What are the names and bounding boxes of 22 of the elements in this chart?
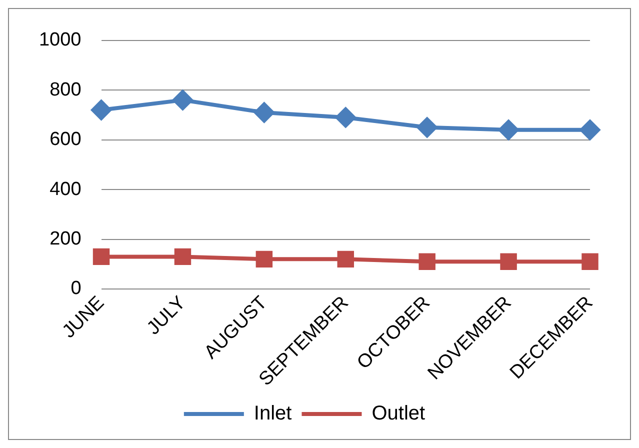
y-tick-label: 800	[50, 79, 82, 100]
point	[498, 120, 519, 140]
point	[254, 102, 274, 122]
point	[337, 250, 354, 268]
y-tick-label: 1000	[38, 30, 82, 51]
y-tick-label: 0	[70, 278, 82, 300]
point	[418, 253, 436, 270]
point	[256, 250, 273, 268]
y-tick-label: 600	[50, 129, 82, 150]
point	[92, 248, 110, 266]
point	[417, 117, 438, 138]
point	[336, 107, 356, 128]
y-tick-label: 400	[50, 178, 82, 200]
legend-label: Outlet	[372, 402, 426, 425]
legend-label: Inlet	[254, 402, 292, 425]
point	[500, 253, 517, 270]
point	[172, 90, 193, 110]
y-tick-label: 200	[50, 228, 82, 250]
point	[91, 100, 112, 120]
point	[174, 248, 192, 266]
point	[582, 253, 598, 270]
point	[580, 120, 600, 140]
